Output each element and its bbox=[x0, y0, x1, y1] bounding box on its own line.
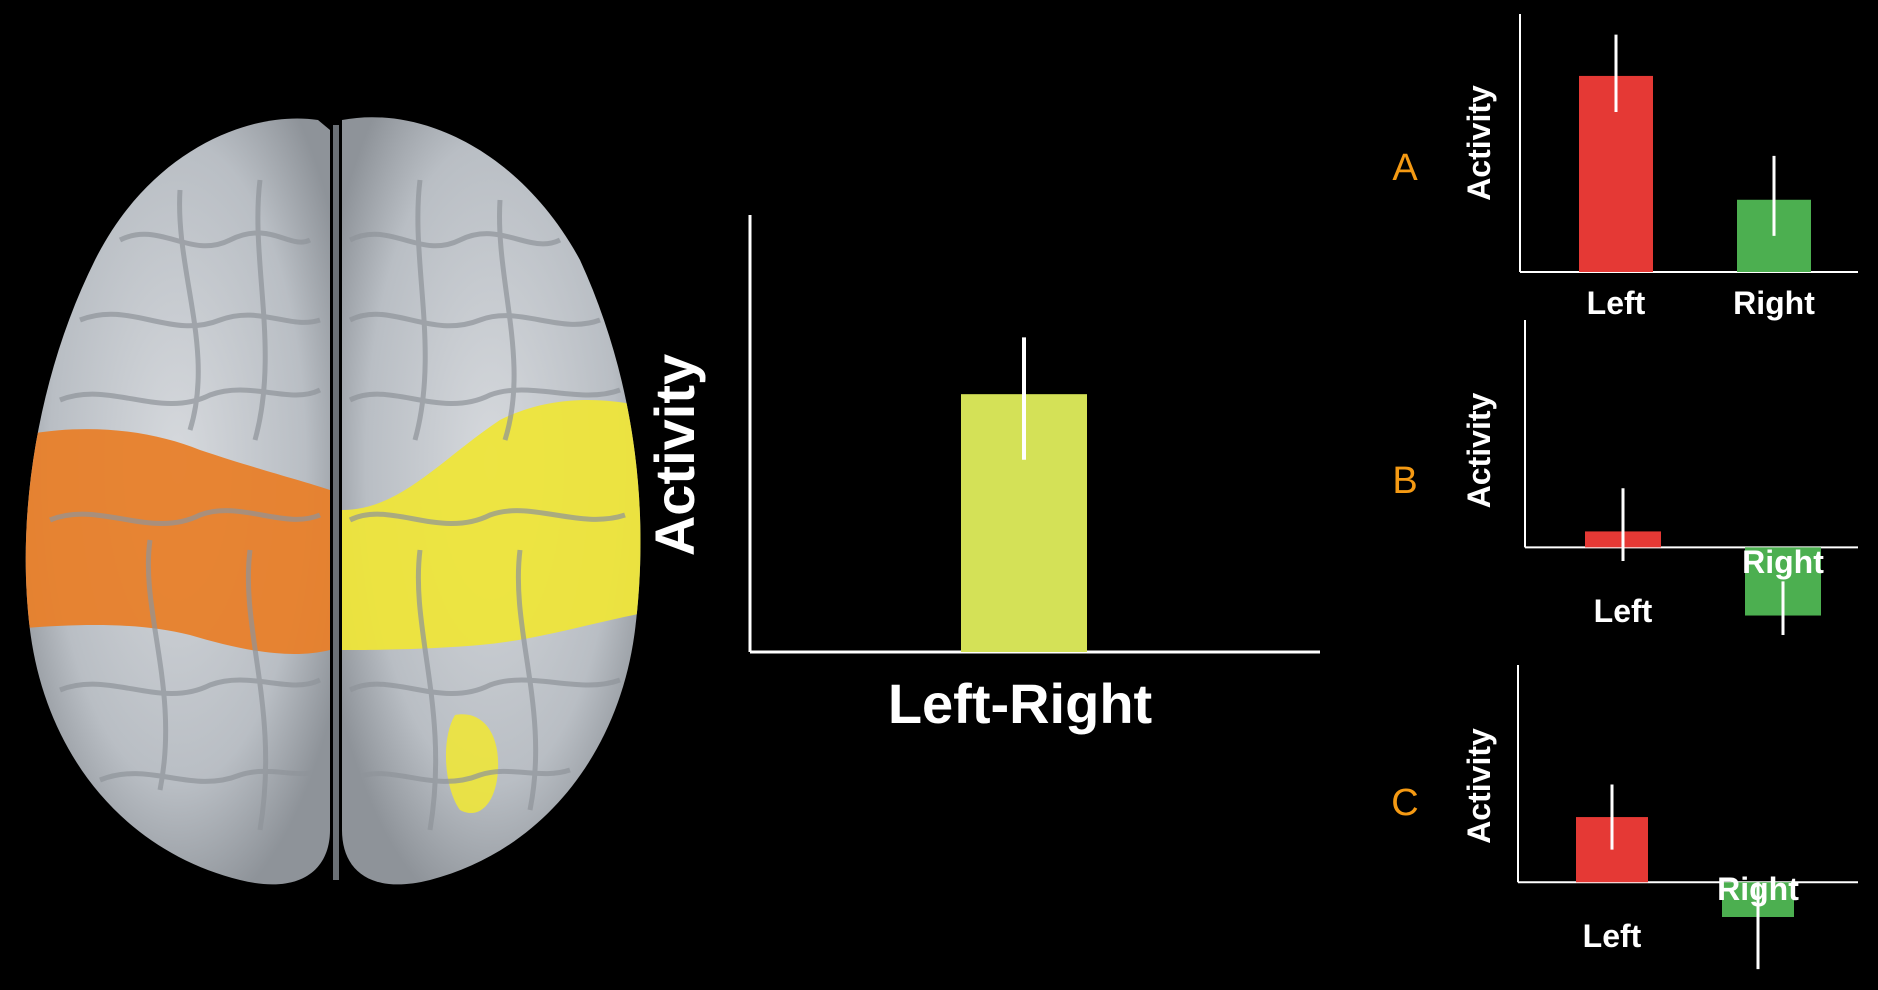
panel-b-chart: B Activity Left Right bbox=[1392, 320, 1858, 635]
tick-label-right: Right bbox=[1717, 871, 1799, 907]
yellow-activation-region bbox=[342, 400, 641, 650]
main-bar-chart: Left-Right Activity bbox=[643, 215, 1320, 735]
y-axis-label: Activity bbox=[1461, 728, 1497, 844]
brain-top-view-icon bbox=[25, 117, 641, 885]
brain-illustration bbox=[25, 117, 641, 885]
y-axis-label: Activity bbox=[1461, 393, 1497, 509]
panel-a-chart: A Activity Left Right bbox=[1392, 14, 1858, 321]
tick-label-right: Right bbox=[1733, 285, 1815, 321]
panel-label: A bbox=[1392, 147, 1418, 189]
panel-label: C bbox=[1391, 782, 1418, 824]
tick-label-left: Left bbox=[1583, 918, 1642, 954]
gyri-pattern bbox=[49, 179, 626, 831]
yellow-activation-region-lower bbox=[445, 714, 499, 814]
y-axis-label: Activity bbox=[1461, 85, 1497, 201]
x-axis-label: Left-Right bbox=[888, 672, 1152, 735]
tick-label-right: Right bbox=[1742, 544, 1824, 580]
panel-label: B bbox=[1392, 460, 1417, 502]
tick-label-left: Left bbox=[1594, 593, 1653, 629]
y-axis-label: Activity bbox=[643, 354, 706, 556]
panel-c-chart: C Activity Left Right bbox=[1391, 665, 1858, 970]
tick-label-left: Left bbox=[1587, 285, 1646, 321]
